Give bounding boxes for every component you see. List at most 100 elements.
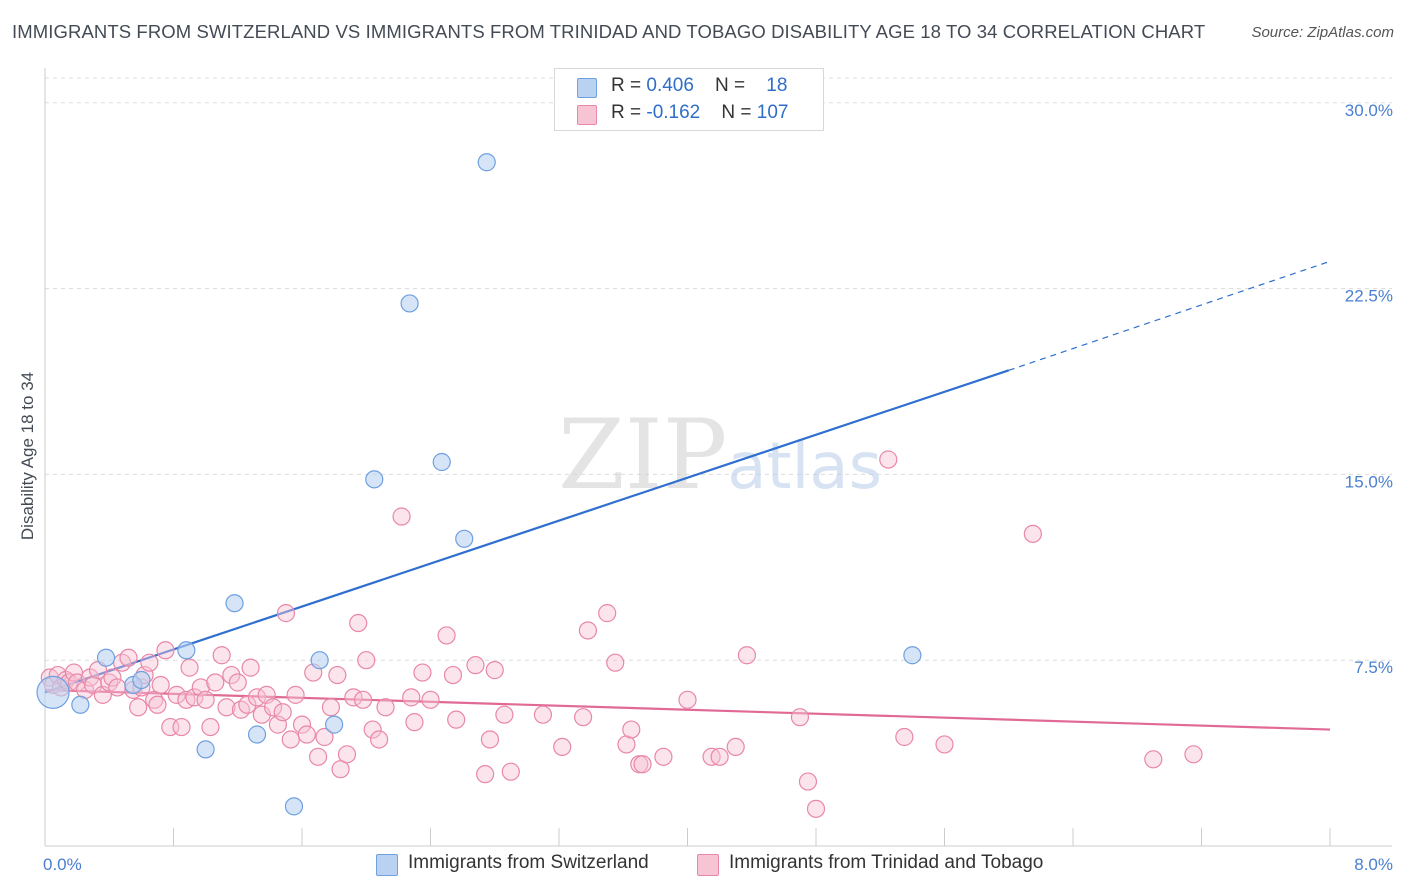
data-point-trinidad xyxy=(622,720,641,739)
data-point-trinidad xyxy=(654,747,673,766)
data-point-trinidad xyxy=(206,673,225,692)
data-point-trinidad xyxy=(156,641,175,660)
bottom-legend-label: Immigrants from Switzerland xyxy=(408,852,649,873)
data-point-trinidad xyxy=(726,737,745,757)
data-point-trinidad xyxy=(678,690,697,709)
data-point-switzerland xyxy=(310,651,329,670)
correlation-legend: R = 0.406 N = 18 R = -0.162 N = 107 xyxy=(554,68,824,131)
data-point-switzerland xyxy=(36,675,70,710)
data-point-trinidad xyxy=(1144,750,1163,769)
data-point-trinidad xyxy=(286,685,305,704)
trend-lines xyxy=(44,260,1331,731)
data-point-trinidad xyxy=(710,747,729,766)
data-point-trinidad xyxy=(1023,524,1042,543)
data-point-trinidad xyxy=(321,698,341,717)
data-point-trinidad xyxy=(217,698,236,717)
data-point-trinidad xyxy=(573,708,593,727)
legend-n-label: N = xyxy=(721,102,757,123)
data-point-trinidad xyxy=(578,621,598,640)
data-point-switzerland xyxy=(247,725,267,744)
y-tick-label: 15.0% xyxy=(1345,472,1393,491)
watermark: ZIPatlas xyxy=(558,399,882,511)
data-point-trinidad xyxy=(633,755,652,774)
data-point-trinidad xyxy=(598,604,617,623)
data-point-trinidad xyxy=(376,698,395,717)
data-point-trinidad xyxy=(148,695,167,714)
bottom-legend-swatch-pink xyxy=(697,854,719,876)
legend-n-value: 18 xyxy=(766,75,788,96)
axes xyxy=(44,68,1392,847)
legend-r-value: -0.162 xyxy=(646,102,701,123)
data-point-trinidad xyxy=(281,730,300,749)
data-point-trinidad xyxy=(129,698,148,717)
bottom-legend-label: Immigrants from Trinidad and Tobago xyxy=(729,852,1044,873)
data-point-trinidad xyxy=(879,450,898,469)
data-point-trinidad xyxy=(737,646,757,665)
data-point-switzerland xyxy=(325,715,344,734)
data-point-trinidad xyxy=(495,705,514,724)
x-tick-label-min: 0.0% xyxy=(43,855,82,874)
data-point-trinidad xyxy=(297,725,316,744)
data-point-trinidad xyxy=(421,690,440,709)
data-point-trinidad xyxy=(108,678,127,697)
data-point-trinidad xyxy=(185,688,204,707)
data-point-trinidad xyxy=(353,690,373,709)
data-point-trinidad xyxy=(935,735,954,754)
data-point-trinidad xyxy=(263,698,283,717)
data-point-trinidad xyxy=(119,648,138,667)
data-point-trinidad xyxy=(222,665,241,685)
legend-r-label: R = xyxy=(611,75,647,96)
data-point-trinidad xyxy=(606,653,625,672)
data-point-trinidad xyxy=(151,675,170,695)
data-point-switzerland xyxy=(225,594,244,613)
chart-source: Source: ZipAtlas.com xyxy=(1251,24,1394,41)
data-point-trinidad xyxy=(315,727,334,747)
x-tick-label-max: 8.0% xyxy=(1354,855,1393,874)
trinidad-points xyxy=(40,450,1203,818)
data-point-switzerland xyxy=(132,670,151,690)
data-point-trinidad xyxy=(480,730,500,749)
data-point-switzerland xyxy=(477,153,496,172)
data-point-trinidad xyxy=(402,688,421,707)
data-point-trinidad xyxy=(172,717,191,737)
data-point-switzerland xyxy=(400,294,419,313)
data-point-switzerland xyxy=(177,641,196,660)
data-point-switzerland xyxy=(903,646,922,665)
legend-swatch-pink xyxy=(577,105,597,125)
data-point-trinidad xyxy=(201,717,220,737)
tick-labels: 7.5% 15.0% 22.5% 30.0% 0.0% 8.0% xyxy=(43,101,1393,874)
trend-line-trinidad xyxy=(44,688,1331,731)
legend-r-label: R = xyxy=(611,102,647,123)
data-point-switzerland xyxy=(96,648,116,667)
data-point-trinidad xyxy=(238,695,257,714)
y-tick-label: 22.5% xyxy=(1345,287,1393,306)
trend-line-switzerland xyxy=(44,369,1010,694)
data-point-trinidad xyxy=(103,668,122,687)
data-point-trinidad xyxy=(798,772,818,791)
data-point-trinidad xyxy=(328,665,347,685)
data-point-trinidad xyxy=(476,765,495,784)
data-point-trinidad xyxy=(252,705,271,724)
data-point-trinidad xyxy=(392,507,411,526)
data-point-trinidad xyxy=(276,604,296,623)
data-point-trinidad xyxy=(447,710,466,729)
data-point-trinidad xyxy=(806,799,826,818)
data-point-trinidad xyxy=(485,661,504,680)
data-point-trinidad xyxy=(228,673,247,692)
data-point-trinidad xyxy=(349,613,368,633)
data-point-trinidad xyxy=(357,651,376,670)
legend-swatch-blue xyxy=(577,78,597,98)
data-point-trinidad xyxy=(413,663,432,682)
data-point-switzerland xyxy=(284,797,304,816)
data-point-switzerland xyxy=(365,470,384,489)
y-tick-label: 30.0% xyxy=(1345,101,1393,120)
data-point-trinidad xyxy=(405,713,424,732)
data-point-switzerland xyxy=(432,452,451,472)
data-point-trinidad xyxy=(501,762,520,781)
grid-lines xyxy=(45,77,1392,661)
data-point-trinidad xyxy=(443,665,463,685)
trend-line-switzerland-extension xyxy=(1008,260,1331,371)
data-point-trinidad xyxy=(241,658,260,677)
switzerland-points xyxy=(36,153,922,816)
